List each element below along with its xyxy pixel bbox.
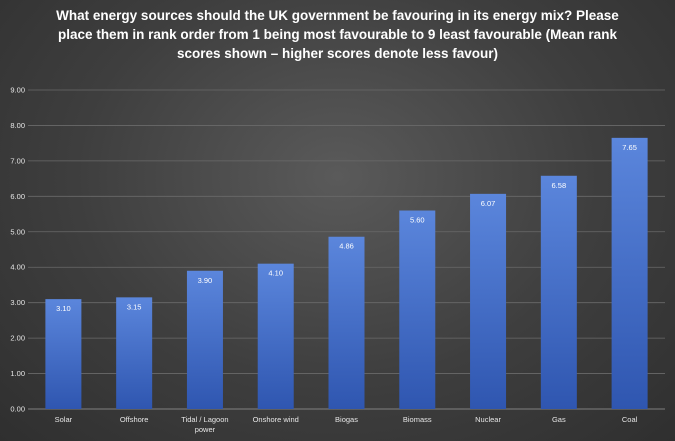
y-axis-ticks: 0.00 1.00 2.00 3.00 4.00 5.00 6.00 7.00 8.00 9.00 <box>10 86 25 414</box>
y-tick-label: 1.00 <box>10 369 25 378</box>
x-tick-label: Biogas <box>335 415 358 424</box>
data-label: 3.90 <box>198 276 213 285</box>
data-label: 7.65 <box>622 143 637 152</box>
y-tick-label: 7.00 <box>10 156 25 165</box>
bar <box>257 263 294 409</box>
y-tick-label: 6.00 <box>10 192 25 201</box>
y-tick-label: 8.00 <box>10 121 25 130</box>
x-tick-label: Tidal / Lagoon power <box>181 415 228 434</box>
data-label: 6.07 <box>481 199 496 208</box>
y-tick-label: 5.00 <box>10 227 25 236</box>
y-tick-label: 0.00 <box>10 405 25 414</box>
bar <box>399 210 436 409</box>
chart-title: What energy sources should the UK govern… <box>56 8 619 61</box>
x-tick-label: Onshore wind <box>253 415 299 424</box>
data-label: 6.58 <box>552 181 567 190</box>
x-tick-label: Solar <box>55 415 73 424</box>
data-label: 3.10 <box>56 304 71 313</box>
data-label: 3.15 <box>127 302 142 311</box>
y-tick-label: 3.00 <box>10 298 25 307</box>
bar <box>186 270 223 409</box>
bar <box>116 297 153 409</box>
data-label: 4.86 <box>339 242 354 251</box>
data-labels: 3.10 3.15 3.90 4.10 4.86 5.60 6.07 6.58 7.65 <box>56 143 637 313</box>
x-tick-label: Nuclear <box>475 415 501 424</box>
y-tick-label: 9.00 <box>10 86 25 95</box>
bars <box>45 137 648 409</box>
bar <box>611 137 648 409</box>
y-tick-label: 4.00 <box>10 263 25 272</box>
bar <box>470 193 507 409</box>
x-tick-label: Gas <box>552 415 566 424</box>
bar <box>45 299 82 409</box>
data-label: 4.10 <box>268 269 283 278</box>
x-tick-label: Offshore <box>120 415 149 424</box>
y-tick-label: 2.00 <box>10 334 25 343</box>
x-tick-label: Coal <box>622 415 638 424</box>
x-tick-label: Biomass <box>403 415 432 424</box>
bar <box>540 175 577 409</box>
bar <box>328 236 365 409</box>
data-label: 5.60 <box>410 216 425 225</box>
x-axis-categories: Solar Offshore Tidal / Lagoon power Onshore … <box>55 415 638 434</box>
